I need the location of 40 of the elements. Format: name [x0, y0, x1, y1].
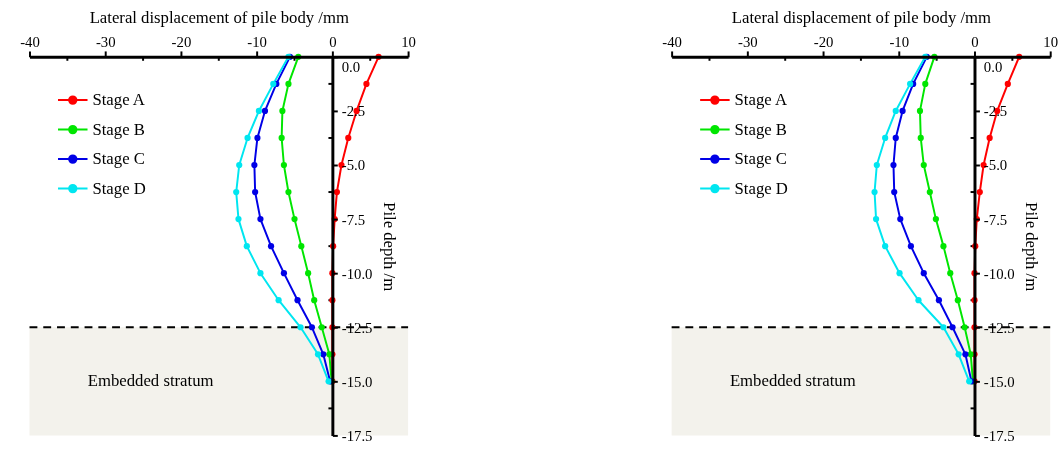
x-tick-label: 10	[1043, 33, 1059, 50]
legend-label: Stage D	[734, 178, 788, 198]
y-tick-label: -5.0	[983, 157, 1008, 174]
y-tick-label: -5.0	[341, 157, 366, 174]
y-tick-label: -10.0	[341, 265, 373, 282]
x-tick-label: -10	[247, 33, 267, 50]
y-axis-title: Pile depth /m	[380, 202, 400, 292]
y-tick-label: -12.5	[341, 319, 373, 336]
x-tick-label: 0	[971, 33, 979, 50]
x-tick-label: 0	[329, 33, 337, 50]
y-axis-title: Pile depth /m	[1022, 202, 1042, 292]
x-tick-label: -20	[171, 33, 192, 50]
x-tick-label: -40	[20, 33, 40, 50]
y-tick-label: -17.5	[983, 427, 1015, 444]
x-axis-title: Lateral displacement of pile body /mm	[89, 7, 349, 27]
x-tick-label: 10	[401, 33, 416, 50]
x-tick-label: -30	[738, 33, 758, 50]
x-tick-label: -30	[95, 33, 116, 50]
band-label: Embedded stratum	[729, 371, 856, 391]
legend-label: Stage A	[92, 90, 145, 110]
y-tick-label: -15.0	[341, 373, 373, 390]
y-tick-label: -15.0	[983, 373, 1015, 390]
legend-label: Stage A	[734, 90, 787, 110]
y-tick-label: 0.0	[341, 59, 361, 76]
x-tick-label: -20	[813, 33, 834, 50]
legend-label: Stage D	[92, 178, 146, 198]
y-tick-label: -7.5	[341, 211, 366, 228]
band-label: Embedded stratum	[87, 371, 214, 391]
legend-label: Stage B	[92, 119, 145, 139]
x-tick-label: -10	[889, 33, 910, 50]
y-tick-label: -7.5	[983, 211, 1008, 228]
legend-label: Stage B	[734, 119, 787, 139]
legend-label: Stage C	[734, 149, 787, 169]
y-tick-label: -12.5	[983, 319, 1015, 336]
y-tick-label: -10.0	[983, 265, 1015, 282]
y-tick-label: -17.5	[341, 427, 373, 444]
x-tick-label: -40	[662, 33, 682, 50]
x-axis-title: Lateral displacement of pile body /mm	[731, 7, 992, 27]
legend-label: Stage C	[92, 149, 145, 169]
y-tick-label: 0.0	[983, 59, 1003, 76]
